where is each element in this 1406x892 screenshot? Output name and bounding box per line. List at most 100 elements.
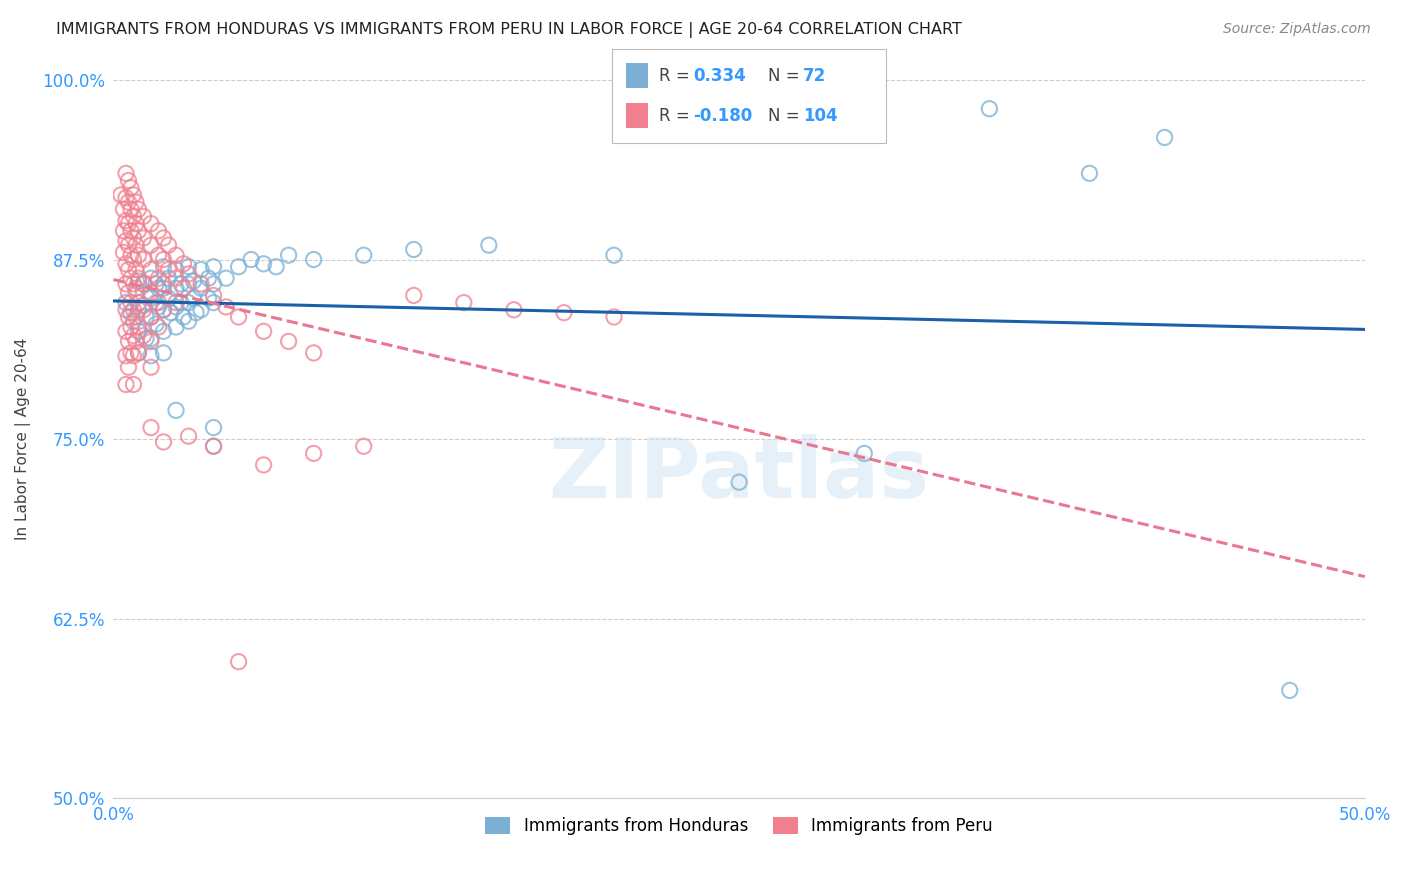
Point [165,262,187,277]
Point [302,446,325,460]
Point [115,277,138,291]
Point [115,324,138,338]
Point [502,302,524,317]
Point [165,281,187,295]
Point [183,291,205,305]
Point [115,191,138,205]
Point [139,262,162,277]
Point [553,306,575,320]
Point [190,277,212,291]
Point [117,217,139,231]
Point [112,224,135,238]
Point [117,360,139,375]
Point [125,217,148,231]
Point [157,291,180,305]
Point [127,274,149,288]
Point [177,267,200,281]
Point [157,262,180,277]
Point [139,238,162,252]
Point [132,328,155,343]
Point [122,349,145,363]
Point [120,271,142,285]
Point [127,346,149,360]
Point [132,231,155,245]
Point [120,346,142,360]
Point [165,300,187,314]
Text: 104: 104 [803,107,838,125]
Text: ZIPatlas: ZIPatlas [548,434,929,516]
Point [165,320,187,334]
Text: 72: 72 [803,67,827,85]
Point [139,310,162,324]
Point [173,281,195,295]
Point [853,446,876,460]
Point [979,102,1001,116]
Point [115,234,138,248]
Point [478,238,501,252]
Point [120,248,142,262]
Point [152,434,174,449]
Point [139,291,162,305]
Point [190,281,212,295]
Point [202,439,225,453]
Point [132,210,155,224]
Point [135,310,157,324]
Point [183,274,205,288]
Point [139,349,162,363]
Point [132,302,155,317]
Point [132,277,155,291]
Point [152,346,174,360]
Point [125,310,148,324]
Point [157,238,180,252]
Point [122,377,145,392]
Point [215,271,238,285]
Point [152,324,174,338]
Point [302,346,325,360]
Point [202,439,225,453]
Point [152,281,174,295]
Point [170,277,193,291]
Point [152,302,174,317]
Point [112,202,135,217]
Point [165,403,187,417]
Point [252,257,274,271]
Point [110,187,132,202]
Point [148,271,170,285]
Point [145,317,167,331]
Point [117,238,139,252]
Point [117,334,139,349]
Y-axis label: In Labor Force | Age 20-64: In Labor Force | Age 20-64 [15,338,31,541]
Point [122,252,145,267]
Legend: Immigrants from Honduras, Immigrants from Peru: Immigrants from Honduras, Immigrants fro… [477,809,1001,844]
Point [240,252,263,267]
Point [125,262,148,277]
Point [122,187,145,202]
Point [165,295,187,310]
Point [115,257,138,271]
Point [127,346,149,360]
Point [353,248,375,262]
Point [125,195,148,210]
Point [132,277,155,291]
Point [139,334,162,349]
Point [117,310,139,324]
Point [127,202,149,217]
Point [120,320,142,334]
Point [152,302,174,317]
Point [1153,130,1175,145]
Point [115,213,138,227]
Point [122,277,145,291]
Point [120,224,142,238]
Point [139,420,162,434]
Point [177,260,200,274]
Point [122,210,145,224]
Point [173,257,195,271]
Point [202,288,225,302]
Point [353,439,375,453]
Point [139,360,162,375]
Point [202,420,225,434]
Point [148,281,170,295]
Point [264,260,287,274]
Point [1078,166,1101,180]
Text: N =: N = [768,67,804,85]
